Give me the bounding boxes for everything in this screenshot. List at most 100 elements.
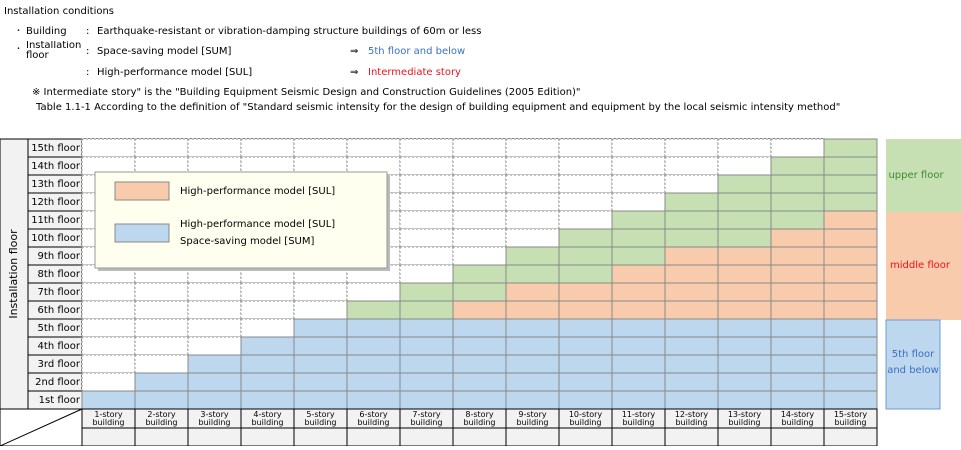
cell [346,390,401,410]
building-label: 2-story building [145,410,177,427]
cell [452,210,507,230]
cell [664,390,719,410]
cell [823,156,878,176]
building-label: 12-story building [675,410,709,427]
zone-label: middle floor [890,260,951,271]
cell [558,282,613,302]
cell [823,228,878,248]
floor-label: 3rd floor [38,359,81,370]
cell [717,174,772,194]
cell [293,372,348,392]
result: 5th floor and below [368,46,465,57]
cell [346,372,401,392]
cell [611,372,666,392]
cell [346,282,401,302]
cell [81,318,136,338]
cell [293,318,348,338]
cell [611,336,666,356]
cell [717,318,772,338]
cell [505,246,560,266]
cell [399,354,454,374]
label-box: Installation floor [26,41,81,61]
cell [664,318,719,338]
building-label: 9-story building [516,410,548,427]
cell [452,300,507,320]
cell [611,282,666,302]
cell [558,228,613,248]
floor-label: 14th floor [31,161,81,172]
cell [611,300,666,320]
blank-cell [505,427,560,447]
floor-label: 5th floor [38,323,81,334]
cell [452,138,507,158]
cell [346,318,401,338]
cell [611,156,666,176]
floor-label: 10th floor [31,233,81,244]
cell [134,300,189,320]
cell [452,372,507,392]
zone-label: 5th floor and below [887,349,939,376]
cell [187,318,242,338]
floor-label: 6th floor [38,305,81,316]
cell [558,372,613,392]
cell [452,264,507,284]
blank-cell [399,427,454,447]
cell [399,210,454,230]
cell [717,282,772,302]
cell [717,192,772,212]
floor-label: 7th floor [38,287,81,298]
blank-cell [452,427,507,447]
building-label: 7-story building [410,410,442,427]
cell [134,138,189,158]
text: High-performance model [SUL] [97,67,252,78]
cell [399,300,454,320]
cell [505,372,560,392]
cell [399,228,454,248]
cell [293,354,348,374]
cell [770,336,825,356]
result: Intermediate story [368,67,461,78]
cell [399,174,454,194]
cell [558,318,613,338]
cell [81,372,136,392]
cell [823,210,878,230]
cell [664,246,719,266]
cell [81,354,136,374]
cell [134,318,189,338]
cell [611,138,666,158]
cell [240,354,295,374]
cell [399,192,454,212]
cell [346,300,401,320]
cell [187,372,242,392]
cell [81,282,136,302]
text: Space-saving model [SUM] [97,46,231,57]
cell [505,354,560,374]
blank-cell [134,427,189,447]
cell [770,174,825,194]
cell [611,210,666,230]
cell [558,156,613,176]
cell [717,228,772,248]
cell [505,192,560,212]
cell [505,174,560,194]
cell [452,156,507,176]
cell [505,264,560,284]
cell [823,282,878,302]
cell [664,264,719,284]
blank-cell [664,427,719,447]
cell [611,228,666,248]
cell [664,192,719,212]
cell [558,246,613,266]
cell [770,246,825,266]
blank-cell [558,427,613,447]
cell [664,372,719,392]
cell [664,210,719,230]
legend-text: High-performance model [SUL] [180,219,335,230]
building-label: 3-story building [198,410,230,427]
cell [823,264,878,284]
cell [611,354,666,374]
cell [558,390,613,410]
cell [452,390,507,410]
cell [664,354,719,374]
